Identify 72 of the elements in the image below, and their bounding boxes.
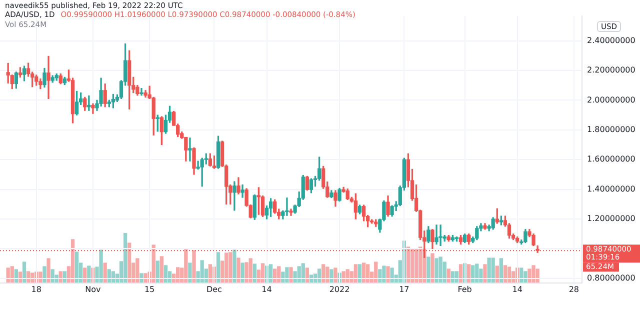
bar: [244, 262, 248, 283]
bar: [334, 268, 338, 283]
bar: [532, 265, 536, 283]
bar: [156, 260, 160, 283]
bar: [216, 252, 220, 283]
bar: [184, 249, 188, 283]
candlestick: [46, 56, 50, 100]
candlestick: [285, 198, 289, 216]
x-tick-label: 15: [144, 284, 155, 294]
y-tick-label: 1.20000000: [587, 214, 636, 224]
bar: [426, 256, 430, 283]
bar: [136, 258, 140, 283]
bar: [232, 250, 236, 283]
x-tick-label: 2022: [329, 284, 350, 294]
bar: [342, 271, 346, 283]
x-tick-label: 14: [262, 284, 272, 294]
bar: [42, 266, 46, 283]
candlestick: [240, 184, 244, 198]
x-tick-label: 28: [568, 284, 580, 294]
bar: [528, 268, 532, 283]
bar: [22, 262, 26, 283]
bar: [99, 250, 103, 283]
y-tick-label: 1.40000000: [587, 184, 636, 194]
bar: [430, 253, 434, 283]
bar: [491, 258, 495, 283]
candlestick: [140, 88, 144, 96]
bar: [70, 239, 75, 283]
bar: [499, 258, 503, 283]
bar: [228, 252, 232, 283]
bar: [160, 256, 164, 283]
x-tick-label: 14: [512, 284, 522, 294]
x-tick-label: Dec: [206, 284, 222, 294]
candlestick: [289, 208, 293, 216]
y-tick-label: 1.80000000: [587, 124, 636, 134]
bar: [192, 250, 196, 283]
bar: [236, 258, 240, 283]
y-tick-label: 2.20000000: [587, 66, 636, 75]
bar: [382, 266, 386, 283]
bar: [386, 266, 390, 283]
y-tick-label: 2.00000000: [587, 95, 636, 104]
bar: [123, 233, 128, 283]
bar: [140, 273, 144, 283]
bar: [285, 267, 289, 283]
bar: [224, 252, 228, 283]
bar: [144, 273, 148, 283]
bar: [390, 268, 394, 283]
bar: [200, 260, 204, 283]
bar: [410, 249, 414, 283]
bar: [438, 256, 442, 283]
bar: [414, 249, 418, 283]
bar: [289, 267, 293, 283]
bar: [188, 262, 192, 283]
bar: [487, 258, 491, 283]
y-tick-label: 2.40000000: [587, 36, 636, 45]
bar: [483, 264, 487, 283]
bar: [374, 262, 378, 283]
candlestick: [188, 138, 192, 162]
bar: [50, 269, 54, 283]
candlestick: [434, 224, 438, 245]
bar: [536, 268, 540, 283]
y-tick-label: 1.60000000: [587, 154, 636, 164]
bar: [240, 262, 244, 283]
bar: [46, 258, 50, 283]
x-tick-label: Feb: [458, 284, 472, 294]
x-tick-label: 18: [31, 284, 42, 294]
y-tick-label: 0.80000000: [587, 273, 636, 282]
bar: [74, 252, 79, 283]
bar: [434, 258, 438, 283]
candlestick: [438, 224, 442, 246]
x-tick-label: 17: [399, 284, 410, 294]
x-tick-label: Nov: [85, 284, 102, 294]
bar: [248, 258, 252, 283]
